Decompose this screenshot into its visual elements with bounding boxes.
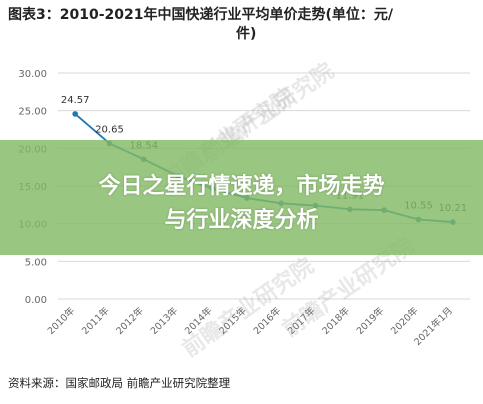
y-tick-label: 30.00 [18,69,47,80]
overlay-banner: 今日之星行情速递，市场走势 与行业深度分析 [0,140,483,255]
chart-title-line2: 件) [236,26,257,42]
x-tick-label: 2011年 [79,304,112,337]
data-point [72,111,78,117]
x-tick-label: 2012年 [114,304,147,337]
overlay-headline-line1: 今日之星行情速递，市场走势 [98,174,385,199]
line-chart: 30.0025.0020.0015.0010.005.000.002010年20… [18,69,470,348]
source-note: 资料来源：国家邮政局 前瞻产业研究院整理 [8,376,231,390]
chart-title-line1: 图表3：2010-2021年中国快递行业平均单价走势(单位：元/ [8,7,393,23]
chart-title: 图表3：2010-2021年中国快递行业平均单价走势(单位：元/ 件) [8,6,476,44]
x-tick-label: 2013年 [148,304,181,337]
data-label: 20.65 [95,124,124,135]
x-tick-label: 2020年 [388,304,421,337]
y-tick-label: 5.00 [25,257,47,268]
overlay-headline-line2: 与行业深度分析 [164,208,319,233]
data-label: 24.57 [61,95,90,106]
x-tick-label: 2010年 [45,304,78,337]
y-tick-label: 25.00 [18,107,47,118]
y-tick-label: 0.00 [25,295,47,306]
x-tick-label: 2019年 [354,304,387,337]
